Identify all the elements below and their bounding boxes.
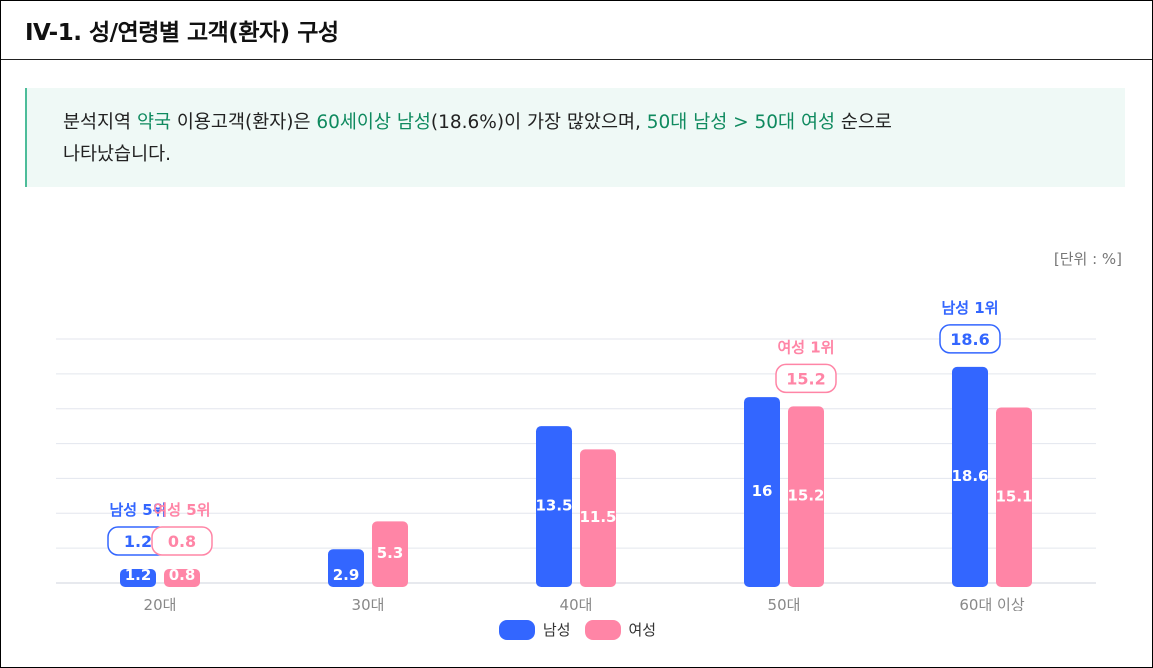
data-label: 16 <box>752 482 773 500</box>
legend-label-male: 남성 <box>542 621 571 639</box>
summary-box: 분석지역 약국 이용고객(환자)은 60세이상 남성(18.6%)이 가장 많았… <box>25 88 1125 187</box>
summary-text-4: 순으로 <box>835 112 892 133</box>
chart-legend: 남성 여성 <box>1 619 1153 640</box>
summary-text-3: (18.6%)이 가장 많았으며, <box>430 112 647 133</box>
data-label: 15.1 <box>995 487 1032 505</box>
legend-swatch-male <box>498 619 535 640</box>
rank-callout-box <box>775 363 837 394</box>
legend-swatch-female <box>584 619 621 640</box>
data-label: 15.2 <box>787 487 824 505</box>
legend-item-male[interactable]: 남성 <box>498 619 571 640</box>
summary-text-line2: 나타났습니다. <box>63 144 172 165</box>
x-tick-label: 50대 <box>768 596 801 611</box>
rank-callout-box <box>151 526 213 556</box>
bar-male <box>328 549 364 587</box>
section-title: IV-1. 성/연령별 고객(환자) 구성 <box>25 20 339 46</box>
x-tick-label: 40대 <box>560 596 593 611</box>
bar-male <box>536 426 572 587</box>
x-tick-label: 30대 <box>352 596 385 611</box>
bar-female <box>788 406 824 587</box>
x-tick-label: 20대 <box>144 596 177 611</box>
rank-callout-value: 1.2 <box>124 532 152 551</box>
data-label: 5.3 <box>377 544 404 562</box>
summary-highlight-top-group: 60세이상 남성 <box>316 112 431 133</box>
bar-female <box>164 569 200 587</box>
unit-label: [단위 : %] <box>1053 250 1122 268</box>
bar-chart: 20대 1.2 0.8 30대 2.9 5.3 40대 13.5 11.5 50대 16 15.2 60… <box>56 299 1096 611</box>
rank-callout-label: 남성 1위 <box>941 299 998 317</box>
rank-callout-value: 0.8 <box>168 532 196 551</box>
data-label: 18.6 <box>951 467 988 485</box>
rank-callout-value: 15.2 <box>786 369 825 388</box>
x-tick-label: 60대 이상 <box>959 596 1024 611</box>
bar-female <box>996 407 1032 587</box>
rank-callout-box <box>939 324 1001 354</box>
rank-callout-label: 여성 5위 <box>153 501 210 519</box>
bar-male <box>952 366 988 587</box>
data-label: 1.2 <box>125 566 152 584</box>
bar-female <box>372 521 408 587</box>
bar-female <box>580 449 616 587</box>
summary-highlight-ranking: 50대 남성 > 50대 여성 <box>646 112 835 133</box>
summary-highlight-pharmacy: 약국 <box>136 112 172 133</box>
data-label: 13.5 <box>535 497 572 515</box>
bar-male <box>744 397 780 587</box>
data-label: 11.5 <box>579 508 616 526</box>
legend-item-female[interactable]: 여성 <box>584 619 657 640</box>
rank-callout-label: 남성 5위 <box>109 501 166 519</box>
summary-text-2: 이용고객(환자)은 <box>171 112 317 133</box>
rank-callout-label: 여성 1위 <box>777 338 834 356</box>
bar-male <box>120 569 156 587</box>
summary-text-1: 분석지역 <box>63 112 137 133</box>
data-label: 2.9 <box>333 566 360 584</box>
data-label: 0.8 <box>169 566 196 584</box>
rank-callout-value: 18.6 <box>950 330 989 349</box>
title-divider <box>1 59 1152 60</box>
legend-label-female: 여성 <box>628 621 657 639</box>
